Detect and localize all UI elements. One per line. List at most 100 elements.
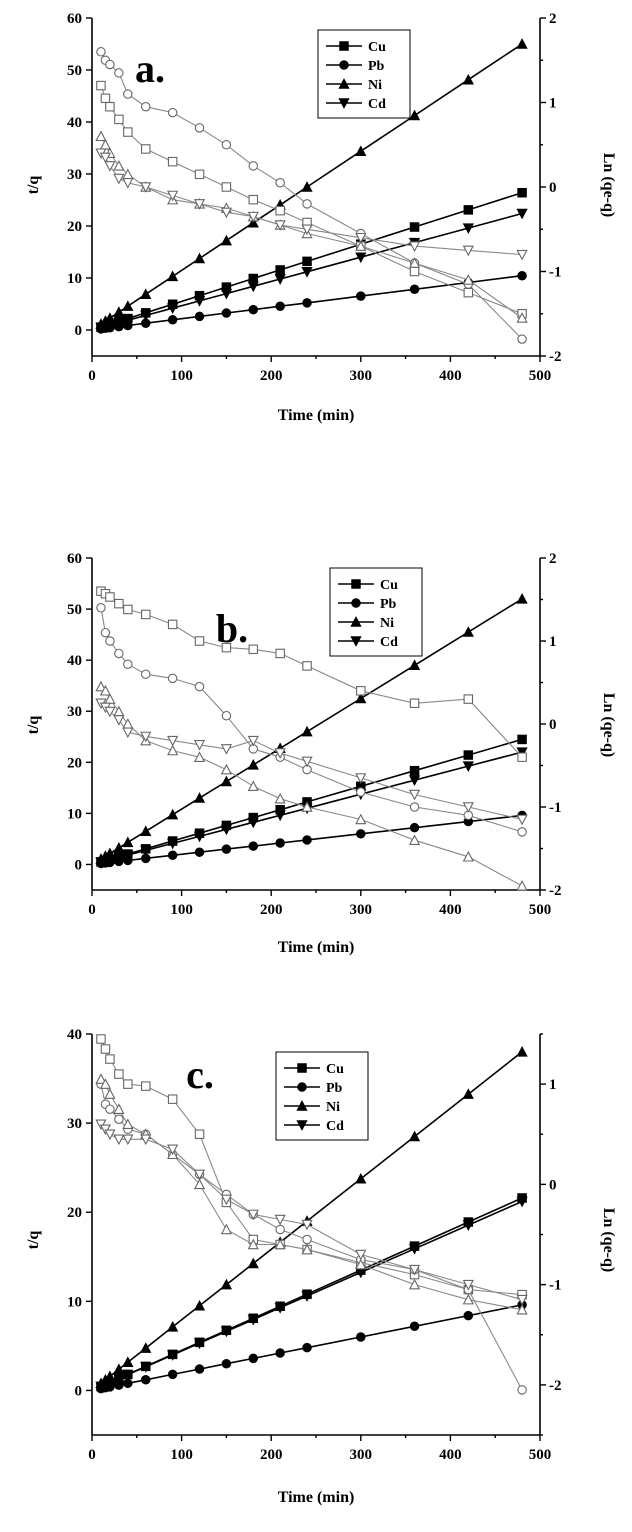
y-tick-label-left: 30 (67, 704, 82, 720)
data-point-cu-right (141, 609, 151, 620)
data-point-ni-left (355, 145, 367, 156)
data-point-cu-right (302, 661, 312, 671)
y-tick-label-left: 50 (67, 63, 82, 79)
data-point-cd-right (516, 814, 528, 826)
data-point-cd-left (408, 775, 421, 787)
data-point-ni-left (113, 1363, 125, 1374)
y-tick-label-left: 20 (67, 1205, 82, 1221)
data-point-cd-right (104, 161, 116, 172)
data-point-pb-right (96, 603, 106, 613)
y-tick-label-right: 1 (549, 96, 557, 112)
data-point-cd-right (193, 740, 206, 751)
data-point-ni-left (113, 841, 125, 853)
data-point-cd-right (113, 715, 125, 726)
data-point-pb-right (105, 1104, 115, 1114)
data-point-ni-right (355, 1258, 367, 1270)
data-point-ni-left (140, 288, 152, 299)
data-point-cu-right (114, 598, 124, 609)
data-point-cd-left (122, 1369, 134, 1381)
legend-marker-cu (339, 41, 349, 51)
data-point-pb-left (221, 308, 232, 318)
x-tick-label: 500 (529, 902, 552, 918)
data-point-cd-right (516, 1294, 528, 1306)
x-tick-label: 0 (88, 902, 96, 918)
data-point-pb-left (275, 301, 285, 311)
data-point-cd-left (220, 288, 233, 300)
data-point-ni-right (274, 1238, 286, 1250)
data-point-pb-right (167, 673, 178, 684)
data-point-cu-right (517, 752, 527, 762)
y-axis-title-right: Ln (qe-q) (600, 1208, 617, 1272)
x-tick-label: 100 (170, 368, 193, 384)
data-point-pb-right (194, 123, 205, 133)
series-line-ni-right (100, 686, 523, 887)
legend-label-ni: Ni (368, 78, 382, 93)
data-point-pb-left (302, 298, 312, 308)
data-point-cd-left (193, 831, 206, 843)
data-point-pb-right (409, 802, 420, 812)
data-point-ni-right (408, 834, 421, 845)
data-point-pb-left (167, 850, 178, 861)
x-tick-label: 200 (260, 1447, 283, 1463)
data-point-cu-left (463, 205, 474, 215)
data-point-cd-left (104, 320, 116, 332)
data-point-ni-right (301, 1243, 313, 1255)
y-tick-label-right: -2 (549, 883, 562, 899)
data-point-ni-left (408, 1130, 421, 1142)
data-point-ni-right (274, 792, 286, 804)
data-point-pb-left (194, 847, 205, 857)
x-tick-label: 400 (439, 368, 462, 384)
series-line-cu-right (100, 1038, 523, 1296)
data-point-cu-right (167, 156, 178, 167)
y-tick-label-left: 40 (67, 115, 82, 131)
data-point-ni-right (516, 879, 528, 891)
data-point-cd-right (274, 748, 286, 759)
data-point-cd-right (274, 1214, 286, 1226)
data-point-ni-right (113, 159, 125, 171)
data-point-pb-right (100, 627, 111, 638)
y-tick-label-right: -1 (549, 800, 562, 816)
data-point-ni-right (247, 1238, 259, 1250)
series-line-cd-left (100, 212, 523, 329)
data-point-cd-left (247, 281, 259, 293)
legend-label-ni: Ni (380, 616, 394, 631)
data-point-cd-left (274, 1302, 286, 1314)
series-line-ni-right (100, 1078, 523, 1311)
x-tick-label: 400 (439, 902, 462, 918)
data-point-cd-left (301, 1291, 313, 1302)
data-point-ni-left (301, 181, 313, 192)
data-point-cd-left (193, 296, 206, 307)
data-point-pb-right (275, 178, 285, 188)
legend-marker-pb (297, 1082, 307, 1092)
x-tick-label: 300 (350, 902, 373, 918)
y-tick-label-right: 2 (549, 11, 557, 27)
data-point-ni-right (355, 813, 367, 825)
data-point-pb-left (409, 822, 420, 833)
data-point-cd-right (193, 1169, 206, 1181)
data-point-pb-right (114, 68, 124, 78)
data-point-ni-right (95, 130, 107, 142)
data-point-cd-left (193, 1338, 206, 1350)
data-point-pb-left (221, 1358, 232, 1369)
data-point-pb-right (114, 648, 124, 659)
data-point-cu-right (463, 694, 474, 704)
data-point-pb-right (105, 59, 115, 70)
data-point-pb-left (275, 838, 285, 848)
data-point-pb-left (517, 270, 527, 281)
data-point-cd-left (113, 852, 125, 864)
data-point-cu-left (517, 734, 527, 745)
panel-label-c: c. (186, 1052, 214, 1097)
data-point-cd-right (193, 199, 206, 210)
chart-c: 0 100 200 300 400 500 0 10 20 30 40 -2 -1 0 1 Time (min… (25, 1027, 617, 1506)
data-point-cd-right (113, 173, 125, 185)
data-point-cu-right (96, 80, 106, 91)
x-tick-label: 0 (88, 1447, 96, 1463)
y-tick-label-left: 0 (75, 323, 83, 339)
data-point-cd-right (301, 756, 313, 768)
data-point-ni-right (462, 1293, 474, 1305)
data-point-ni-left (247, 1257, 259, 1269)
data-point-ni-right (247, 780, 259, 792)
legend-marker-pb (351, 598, 361, 608)
data-point-pb-left (248, 841, 259, 851)
data-point-pb-left (463, 1310, 474, 1321)
